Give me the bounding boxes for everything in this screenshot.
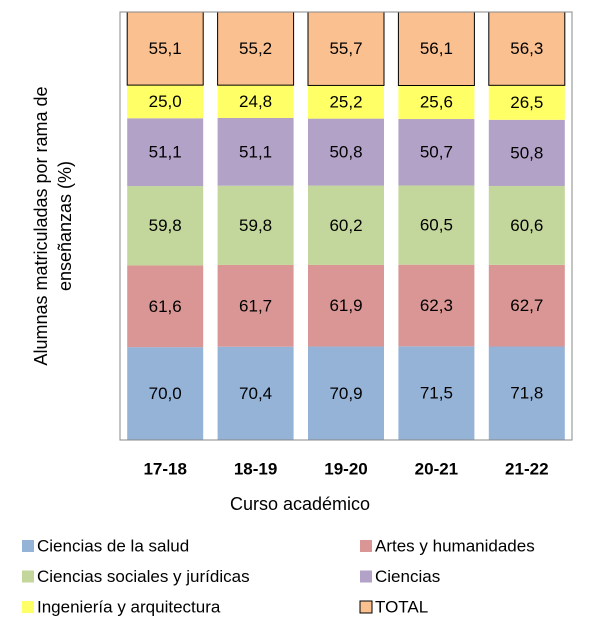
data-label: 62,3 bbox=[420, 296, 453, 315]
data-label: 56,1 bbox=[420, 39, 453, 58]
legend-label: Ciencias bbox=[375, 567, 440, 586]
legend-swatch bbox=[360, 570, 372, 583]
x-tick-label: 18-19 bbox=[234, 459, 277, 478]
bar-segment bbox=[398, 346, 475, 440]
bar-segment bbox=[488, 11, 566, 86]
bar-segment bbox=[127, 118, 204, 187]
data-label: 71,5 bbox=[420, 384, 453, 403]
data-label: 61,6 bbox=[149, 297, 182, 316]
bar-segment bbox=[488, 264, 565, 347]
legend-swatch bbox=[22, 540, 34, 552]
data-label: 70,9 bbox=[329, 384, 362, 403]
data-label: 60,5 bbox=[420, 216, 453, 235]
legend-label: Ciencias sociales y jurídicas bbox=[37, 567, 250, 586]
x-axis-label: Curso académico bbox=[230, 494, 370, 514]
legend-label: Ciencias de la salud bbox=[37, 536, 189, 555]
bar-segment bbox=[398, 85, 475, 120]
data-label: 55,2 bbox=[239, 39, 272, 58]
bar-segment bbox=[126, 11, 204, 86]
data-label: 61,7 bbox=[239, 296, 272, 315]
bar-segment bbox=[127, 186, 204, 266]
data-label: 62,7 bbox=[510, 296, 543, 315]
bar-segment bbox=[307, 11, 385, 86]
x-tick-label: 20-21 bbox=[415, 459, 458, 478]
bar-segment bbox=[127, 265, 204, 348]
data-label: 60,2 bbox=[329, 216, 362, 235]
bar-segment bbox=[308, 346, 384, 440]
data-label: 60,6 bbox=[510, 216, 543, 235]
y-axis-label: enseñanzas (%) bbox=[55, 161, 75, 291]
data-label: 25,6 bbox=[420, 93, 453, 112]
data-label: 59,8 bbox=[239, 216, 272, 235]
data-label: 70,0 bbox=[149, 384, 182, 403]
x-tick-label: 17-18 bbox=[143, 459, 186, 478]
bar-segment bbox=[217, 11, 295, 86]
legend-swatch bbox=[360, 540, 372, 552]
x-tick-label: 19-20 bbox=[324, 459, 367, 478]
bar-segment bbox=[217, 185, 294, 265]
bar-segment bbox=[217, 118, 294, 186]
data-label: 55,1 bbox=[149, 39, 182, 58]
bar-segment bbox=[127, 85, 204, 119]
x-tick-label: 21-22 bbox=[505, 459, 548, 478]
data-label: 56,3 bbox=[510, 39, 543, 58]
bar-segment bbox=[308, 264, 384, 347]
bar-segment bbox=[308, 185, 384, 265]
legend-swatch bbox=[22, 570, 34, 583]
bar-segment bbox=[217, 85, 294, 119]
bar-segment bbox=[398, 185, 475, 265]
legend-swatch bbox=[22, 601, 34, 613]
data-label: 70,4 bbox=[239, 384, 272, 403]
legend-label: TOTAL bbox=[375, 597, 428, 616]
legend-swatch bbox=[359, 600, 373, 614]
bar-segment bbox=[398, 264, 475, 347]
bar-segment bbox=[217, 264, 294, 347]
plot-border bbox=[119, 11, 573, 441]
bar-segment bbox=[217, 346, 294, 440]
bar-segment bbox=[488, 85, 565, 120]
y-axis-label: Alumnas matriculadas por rama de bbox=[31, 86, 51, 365]
data-label: 51,1 bbox=[149, 143, 182, 162]
data-label: 59,8 bbox=[149, 216, 182, 235]
data-label: 24,8 bbox=[239, 92, 272, 111]
bar-segment bbox=[488, 119, 565, 186]
legend-label: Artes y humanidades bbox=[375, 536, 535, 555]
data-label: 50,7 bbox=[420, 143, 453, 162]
bar-segment bbox=[488, 346, 565, 440]
bar-segment bbox=[308, 118, 384, 186]
data-label: 51,1 bbox=[239, 142, 272, 161]
data-label: 71,8 bbox=[510, 384, 543, 403]
data-label: 25,0 bbox=[149, 92, 182, 111]
bar-segment bbox=[308, 85, 384, 119]
data-label: 25,2 bbox=[329, 93, 362, 112]
data-label: 55,7 bbox=[329, 39, 362, 58]
legend-label: Ingeniería y arquitectura bbox=[37, 597, 221, 616]
bar-segment bbox=[488, 185, 565, 265]
bar-segment bbox=[398, 119, 475, 186]
data-label: 61,9 bbox=[329, 296, 362, 315]
data-label: 50,8 bbox=[329, 143, 362, 162]
data-label: 26,5 bbox=[510, 93, 543, 112]
bar-segment bbox=[127, 347, 204, 440]
data-label: 50,8 bbox=[510, 143, 543, 162]
